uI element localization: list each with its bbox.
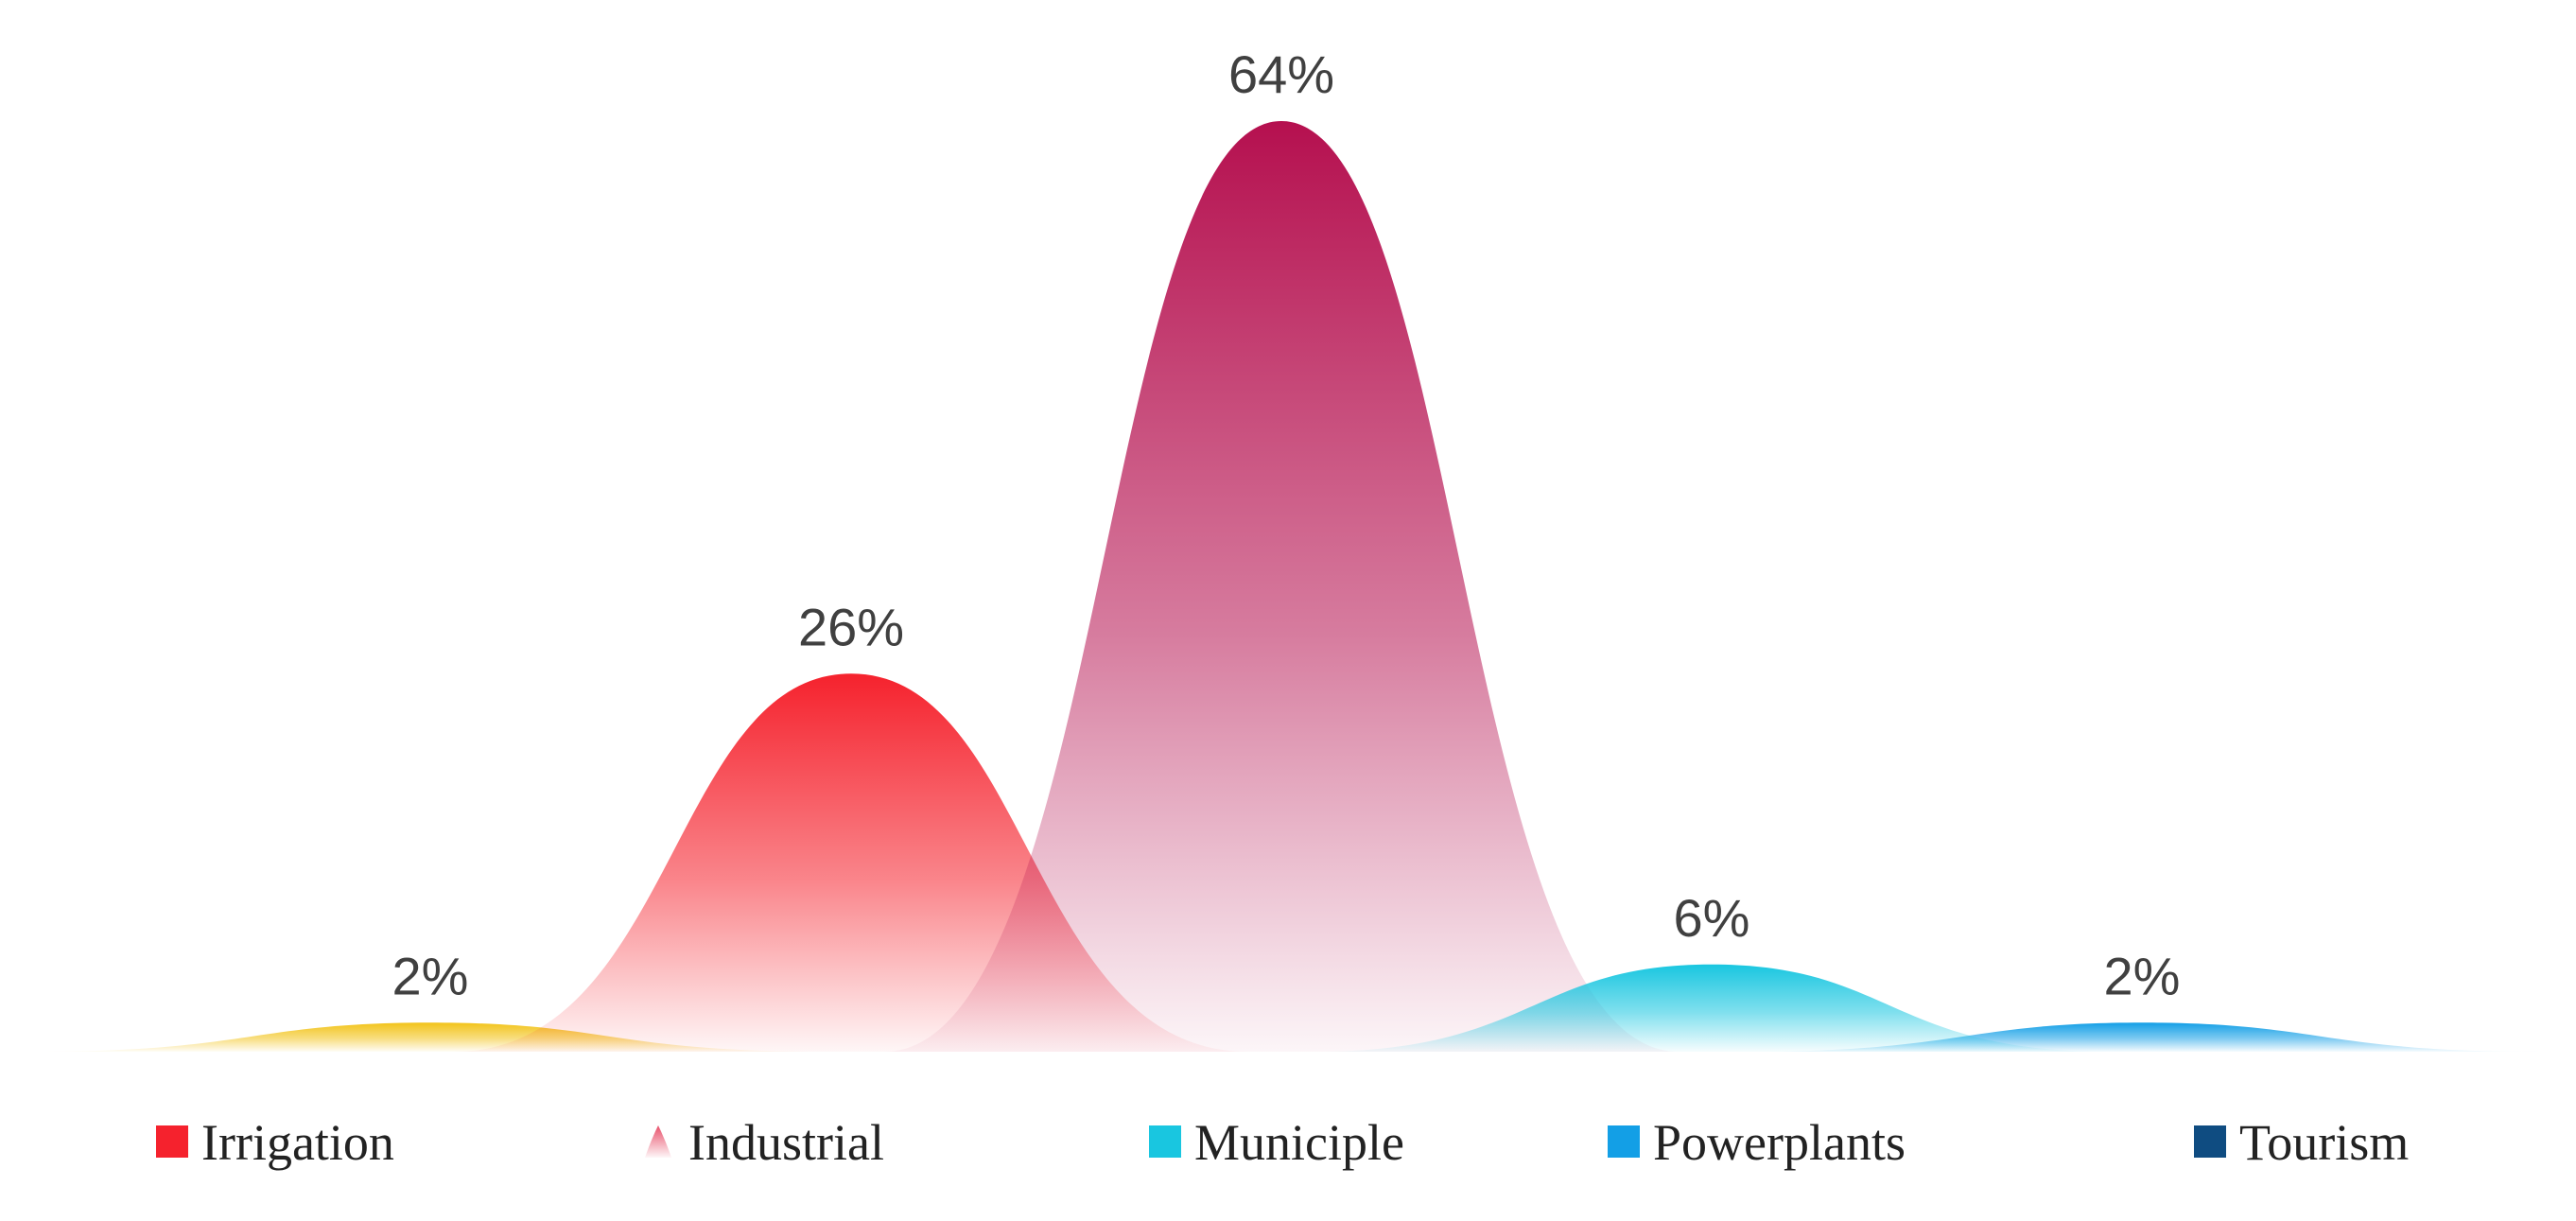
data-label-powerplants: 2% xyxy=(2104,946,2181,1005)
legend-item-tourism: Tourism xyxy=(2194,1114,2409,1171)
data-label-industrial: 64% xyxy=(1228,44,1334,104)
chart-peaks xyxy=(33,121,2539,1052)
data-label-tourism: 2% xyxy=(392,946,469,1005)
legend-swatch-industrial xyxy=(645,1125,671,1158)
chart-legend: Irrigation Industrial Municiple Powerplants… xyxy=(156,1114,2409,1171)
data-labels: 2% 26% 64% 2% 6% xyxy=(392,44,2181,1005)
legend-item-municiple: Municiple xyxy=(1149,1114,1404,1171)
peak-industrial xyxy=(884,121,1679,1052)
data-label-irrigation: 26% xyxy=(798,597,904,656)
legend-label-municiple: Municiple xyxy=(1194,1114,1404,1171)
legend-item-irrigation: Irrigation xyxy=(156,1114,394,1171)
legend-label-irrigation: Irrigation xyxy=(201,1114,394,1171)
legend-label-tourism: Tourism xyxy=(2239,1114,2409,1171)
legend-swatch-powerplants xyxy=(1608,1125,1640,1158)
legend-item-industrial: Industrial xyxy=(645,1114,884,1171)
legend-swatch-tourism xyxy=(2194,1125,2226,1158)
data-label-municiple: 6% xyxy=(1674,888,1750,948)
legend-label-powerplants: Powerplants xyxy=(1653,1114,1906,1171)
legend-swatch-irrigation xyxy=(156,1125,188,1158)
legend-swatch-municiple xyxy=(1149,1125,1181,1158)
legend-item-powerplants: Powerplants xyxy=(1608,1114,1906,1171)
legend-label-industrial: Industrial xyxy=(688,1114,884,1171)
peak-municiple xyxy=(1314,964,2109,1052)
